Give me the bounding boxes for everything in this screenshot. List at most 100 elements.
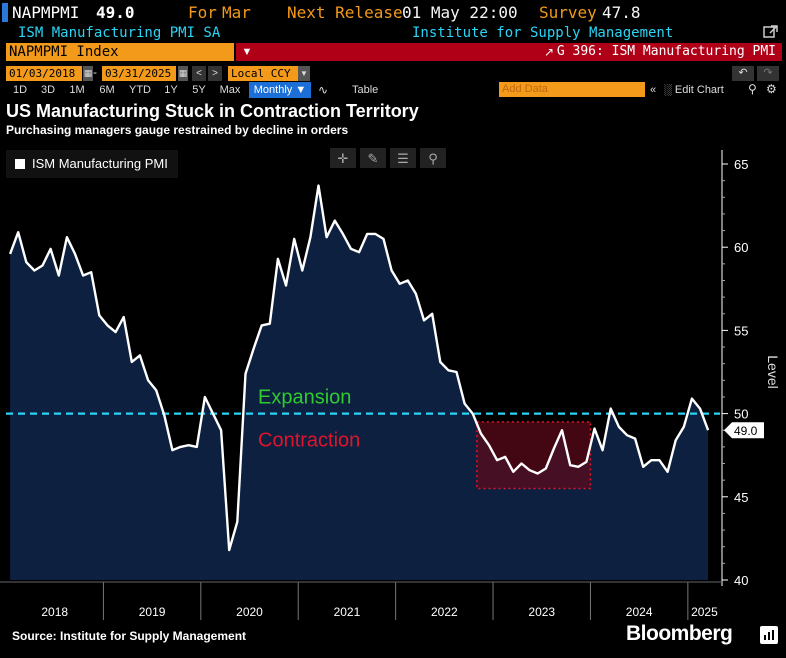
data-point[interactable] — [357, 250, 362, 255]
data-point[interactable] — [470, 411, 475, 416]
data-point[interactable] — [211, 411, 216, 416]
list-icon[interactable]: ☰ — [390, 148, 416, 168]
data-point[interactable] — [227, 548, 232, 553]
data-point[interactable] — [146, 378, 151, 383]
data-point[interactable] — [243, 371, 248, 376]
data-point[interactable] — [568, 463, 573, 468]
data-point[interactable] — [89, 270, 94, 275]
data-point[interactable] — [373, 231, 378, 236]
currency-select[interactable]: Local CCY — [228, 66, 298, 81]
undo-icon[interactable]: ↶ — [732, 66, 754, 81]
data-point[interactable] — [454, 370, 459, 375]
data-point[interactable] — [105, 323, 110, 328]
data-point[interactable] — [405, 278, 410, 283]
data-point[interactable] — [316, 183, 321, 188]
frequency-select[interactable]: Monthly ▼ — [249, 82, 311, 98]
external-link-icon[interactable]: ↗ — [543, 45, 554, 59]
data-point[interactable] — [503, 454, 508, 459]
security-dropdown-icon[interactable]: ▼ — [236, 43, 258, 61]
add-data-input[interactable]: Add Data — [499, 82, 645, 97]
ticker-symbol[interactable]: NAPMPMI — [12, 3, 80, 22]
data-point[interactable] — [129, 360, 134, 365]
period-1d[interactable]: 1D — [12, 84, 28, 96]
data-point[interactable] — [511, 469, 516, 474]
data-point[interactable] — [8, 251, 13, 256]
data-point[interactable] — [32, 268, 37, 273]
data-point[interactable] — [462, 401, 467, 406]
data-point[interactable] — [251, 346, 256, 351]
data-point[interactable] — [202, 395, 207, 400]
edit-chart-button[interactable]: ░ Edit Chart — [664, 82, 724, 98]
data-point[interactable] — [519, 461, 524, 466]
data-point[interactable] — [551, 446, 556, 451]
data-point[interactable] — [16, 230, 21, 235]
data-point[interactable] — [340, 231, 345, 236]
data-point[interactable] — [267, 321, 272, 326]
data-point[interactable] — [24, 260, 29, 265]
data-point[interactable] — [543, 466, 548, 471]
data-point[interactable] — [389, 268, 394, 273]
data-point[interactable] — [73, 251, 78, 256]
data-point[interactable] — [438, 360, 443, 365]
period-max[interactable]: Max — [219, 84, 241, 96]
data-point[interactable] — [178, 444, 183, 449]
calendar-icon[interactable]: ▦ — [83, 66, 93, 81]
data-point[interactable] — [608, 406, 613, 411]
data-point[interactable] — [259, 323, 264, 328]
line-chart-icon[interactable]: ∿ — [318, 83, 329, 97]
data-point[interactable] — [495, 458, 500, 463]
data-point[interactable] — [576, 464, 581, 469]
data-point[interactable] — [422, 318, 427, 323]
collapse-icon[interactable]: « — [650, 84, 657, 96]
data-point[interactable] — [275, 256, 280, 261]
data-point[interactable] — [324, 235, 329, 240]
data-point[interactable] — [633, 436, 638, 441]
data-point[interactable] — [235, 519, 240, 524]
data-point[interactable] — [365, 231, 370, 236]
data-point[interactable] — [430, 311, 435, 316]
redo-icon[interactable]: ↷ — [757, 66, 779, 81]
data-point[interactable] — [487, 443, 492, 448]
currency-dropdown-icon[interactable]: ▼ — [298, 66, 310, 81]
calendar-icon[interactable]: ▦ — [178, 66, 188, 81]
table-tab[interactable]: Table — [352, 84, 379, 96]
pencil-icon[interactable]: ✎ — [360, 148, 386, 168]
data-point[interactable] — [113, 330, 118, 335]
magnifier-icon[interactable]: ⚲ — [420, 148, 446, 168]
data-point[interactable] — [219, 428, 224, 433]
period-6m[interactable]: 6M — [99, 84, 115, 96]
data-point[interactable] — [592, 426, 597, 431]
data-point[interactable] — [616, 424, 621, 429]
data-point[interactable] — [137, 353, 142, 358]
data-point[interactable] — [332, 218, 337, 223]
data-point[interactable] — [673, 438, 678, 443]
data-point[interactable] — [162, 413, 167, 418]
data-point[interactable] — [349, 246, 354, 251]
chevron-left-icon[interactable]: < — [192, 66, 206, 81]
pmi-chart[interactable]: 40 45 50 55 60 65 Level 49.0 2018 2019 2020 2021 202… — [0, 144, 786, 622]
start-date-input[interactable]: 01/03/2018 — [6, 66, 82, 81]
data-point[interactable] — [40, 263, 45, 268]
data-point[interactable] — [446, 368, 451, 373]
data-point[interactable] — [397, 281, 402, 286]
data-point[interactable] — [657, 458, 662, 463]
data-point[interactable] — [56, 273, 61, 278]
data-point[interactable] — [698, 406, 703, 411]
data-point[interactable] — [560, 428, 565, 433]
data-point[interactable] — [121, 315, 126, 320]
data-point[interactable] — [154, 388, 159, 393]
data-point[interactable] — [308, 235, 313, 240]
data-point[interactable] — [300, 268, 305, 273]
data-point[interactable] — [194, 444, 199, 449]
period-5y[interactable]: 5Y — [192, 84, 206, 96]
chevron-right-icon[interactable]: > — [208, 66, 222, 81]
crosshair-icon[interactable]: ✛ — [330, 148, 356, 168]
data-point[interactable] — [292, 236, 297, 241]
data-point[interactable] — [284, 283, 289, 288]
data-point[interactable] — [413, 291, 418, 296]
data-point[interactable] — [689, 396, 694, 401]
data-point[interactable] — [97, 313, 102, 318]
data-point[interactable] — [527, 468, 532, 473]
gear-icon[interactable]: ⚙ — [766, 82, 777, 96]
data-point[interactable] — [600, 448, 605, 453]
